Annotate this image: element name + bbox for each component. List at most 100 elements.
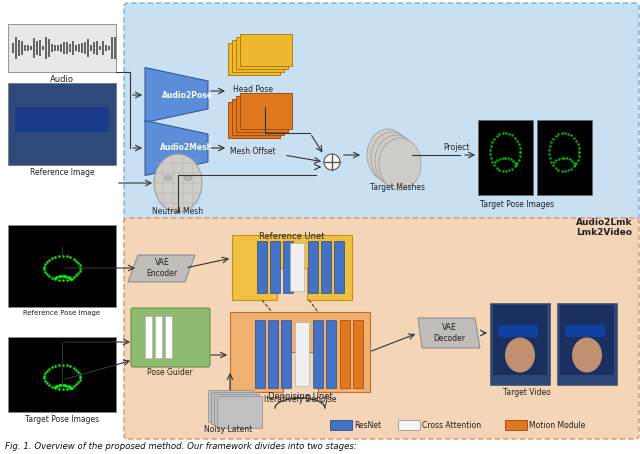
Bar	[270, 241, 280, 293]
Text: Reference Image: Reference Image	[29, 168, 94, 177]
Bar	[281, 320, 291, 388]
Ellipse shape	[505, 337, 535, 372]
Bar	[87, 39, 89, 57]
Polygon shape	[418, 318, 480, 348]
Bar	[255, 320, 265, 388]
Bar	[30, 46, 32, 50]
Bar	[236, 96, 288, 132]
Bar	[105, 45, 107, 51]
Text: VAE
Encoder: VAE Encoder	[147, 258, 177, 278]
Text: Denoising Unet: Denoising Unet	[268, 392, 332, 401]
Bar	[334, 241, 344, 293]
Bar	[236, 37, 288, 69]
FancyBboxPatch shape	[124, 218, 639, 439]
Bar	[232, 40, 284, 72]
Polygon shape	[230, 312, 370, 392]
Bar	[12, 43, 14, 53]
Bar	[557, 303, 617, 385]
Bar	[69, 44, 71, 52]
Bar	[18, 39, 20, 56]
Bar	[27, 45, 29, 51]
Text: Neutral Mesh: Neutral Mesh	[152, 207, 204, 216]
Bar	[114, 37, 116, 59]
Bar	[57, 45, 59, 51]
Text: Audio: Audio	[50, 75, 74, 84]
FancyBboxPatch shape	[124, 3, 639, 226]
Bar	[145, 316, 152, 358]
Bar	[21, 41, 23, 55]
Text: Target Pose Images: Target Pose Images	[25, 415, 99, 424]
Bar	[48, 39, 50, 57]
Bar	[478, 120, 533, 195]
Text: Motion Module: Motion Module	[529, 420, 586, 429]
Bar	[211, 392, 256, 424]
Text: Iteratively Denoise: Iteratively Denoise	[264, 395, 336, 404]
Bar	[398, 420, 420, 430]
Ellipse shape	[154, 154, 202, 212]
Bar	[84, 42, 86, 54]
Bar	[66, 42, 68, 54]
Bar	[36, 41, 38, 55]
Text: Target Meshes: Target Meshes	[371, 183, 426, 192]
Bar	[326, 320, 336, 388]
Bar	[228, 43, 280, 75]
Bar	[75, 45, 77, 51]
Bar	[54, 45, 56, 51]
Text: Cross Attention: Cross Attention	[422, 420, 481, 429]
Polygon shape	[232, 235, 352, 300]
Text: Mesh Offset: Mesh Offset	[230, 147, 276, 156]
Text: Noisy Latent: Noisy Latent	[204, 425, 252, 434]
Bar	[155, 316, 162, 358]
Ellipse shape	[572, 337, 602, 372]
Bar	[90, 44, 92, 51]
Text: Reference Pose Image: Reference Pose Image	[24, 310, 100, 316]
Text: ResNet: ResNet	[354, 420, 381, 429]
Bar	[15, 107, 109, 132]
Bar	[39, 40, 41, 56]
Text: ...: ...	[490, 388, 503, 402]
Bar	[214, 394, 259, 426]
Text: Lmk2Video: Lmk2Video	[576, 228, 632, 237]
Text: Target Video: Target Video	[503, 388, 551, 397]
Bar	[330, 420, 352, 430]
Bar	[8, 83, 116, 165]
Bar	[240, 34, 292, 66]
Ellipse shape	[164, 176, 172, 181]
Bar	[51, 44, 53, 51]
Bar	[290, 243, 304, 291]
Bar	[81, 43, 83, 53]
Bar	[8, 24, 116, 72]
Bar	[42, 46, 44, 49]
Bar	[165, 316, 172, 358]
Bar	[108, 46, 110, 50]
Bar	[8, 83, 116, 165]
Text: Project: Project	[443, 143, 469, 152]
Bar	[15, 38, 17, 59]
Bar	[498, 325, 538, 337]
Ellipse shape	[367, 129, 409, 181]
Bar	[493, 305, 547, 375]
Ellipse shape	[379, 138, 421, 190]
Text: Pose Guider: Pose Guider	[147, 368, 193, 377]
Text: VAE
Decoder: VAE Decoder	[433, 323, 465, 343]
Bar	[8, 225, 116, 307]
Bar	[78, 44, 80, 52]
Bar	[537, 120, 592, 195]
Bar	[8, 83, 116, 165]
Bar	[490, 303, 550, 385]
Bar	[308, 241, 318, 293]
Text: Reference Unet: Reference Unet	[259, 232, 324, 241]
Bar	[60, 44, 62, 52]
Bar	[72, 41, 74, 55]
Bar	[560, 305, 614, 375]
Bar	[295, 322, 309, 386]
Bar	[217, 396, 262, 428]
Text: Audio2Pose: Audio2Pose	[161, 90, 212, 99]
Bar	[15, 85, 109, 155]
Bar	[228, 102, 280, 138]
Text: Fig. 1. Overview of the proposed method. Our framework divides into two stages:: Fig. 1. Overview of the proposed method.…	[5, 442, 356, 451]
Bar	[565, 325, 605, 337]
Bar	[45, 37, 47, 59]
Bar	[232, 99, 284, 135]
Bar	[268, 320, 278, 388]
